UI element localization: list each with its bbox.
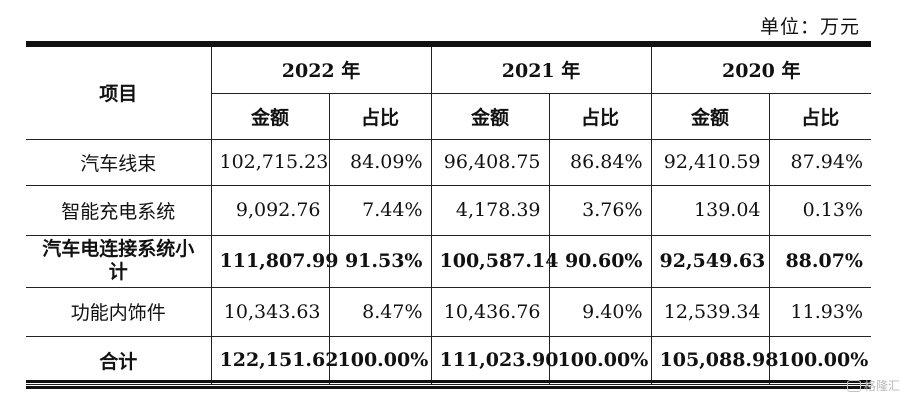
table-body: 汽车线束 102,715.23 84.09% 96,408.75 86.84% 92,41…	[26, 139, 871, 385]
header-amount: 金额	[650, 92, 770, 140]
amount-cell: 139.04	[650, 184, 770, 236]
table-row: 合计 122,151.62 100.00% 111,023.90 100.00% 105,…	[26, 335, 871, 385]
top-rule	[26, 41, 871, 47]
row-item-label: 汽车线束	[26, 139, 212, 186]
amount-cell: 92,410.59	[650, 139, 770, 186]
table-row: 汽车电连接系统小计 111,807.99 91.53% 100,587.14 90.60…	[26, 234, 871, 288]
bottom-rule	[26, 380, 871, 383]
header-amount: 金额	[211, 92, 330, 140]
watermark-text: 格隆汇	[863, 379, 900, 393]
amount-cell: 12,539.34	[650, 286, 770, 337]
table-row: 智能充电系统 9,092.76 7.44% 4,178.39 3.76% 139.04 0.…	[26, 184, 871, 236]
ratio-cell: 11.93%	[768, 286, 871, 337]
amount-cell: 111,807.99	[210, 234, 339, 288]
amount-cell: 111,023.90	[430, 335, 559, 385]
amount-cell: 10,436.76	[430, 286, 550, 337]
amount-cell: 9,092.76	[210, 184, 330, 236]
header-row-metrics: 金额 占比 金额 占比 金额 占比	[26, 92, 871, 140]
amount-cell: 102,715.23	[210, 139, 330, 186]
revenue-table: 项目 2022 年 2021 年 2020 年 金额 占比 金额 占比 金额 占…	[26, 47, 871, 385]
ratio-cell: 100.00%	[328, 335, 432, 385]
ratio-cell: 3.76%	[548, 184, 652, 236]
ratio-cell: 7.44%	[328, 184, 432, 236]
ratio-cell: 86.84%	[548, 139, 652, 186]
header-ratio: 占比	[548, 92, 652, 140]
table-row: 汽车线束 102,715.23 84.09% 96,408.75 86.84% 92,41…	[26, 139, 871, 186]
ratio-cell: 87.94%	[768, 139, 871, 186]
header-row-years: 项目 2022 年 2021 年 2020 年	[26, 47, 871, 140]
ratio-cell: 100.00%	[548, 335, 652, 385]
amount-cell: 92,549.63	[650, 234, 770, 288]
header-year-2021: 2021 年	[430, 47, 652, 94]
header-ratio: 占比	[328, 92, 432, 140]
ratio-cell: 84.09%	[328, 139, 432, 186]
header-item: 项目	[26, 47, 212, 140]
ratio-cell: 8.47%	[328, 286, 432, 337]
amount-cell: 96,408.75	[430, 139, 550, 186]
amount-cell: 4,178.39	[430, 184, 550, 236]
row-item-label: 功能内饰件	[26, 286, 212, 337]
amount-cell: 100,587.14	[430, 234, 559, 288]
amount-cell: 105,088.98	[650, 335, 779, 385]
ratio-cell: 91.53%	[328, 234, 432, 288]
table-row: 功能内饰件 10,343.63 8.47% 10,436.76 9.40% 12,539.…	[26, 286, 871, 337]
header-year-2020: 2020 年	[650, 47, 871, 94]
header-ratio: 占比	[768, 92, 871, 140]
ratio-cell: 100.00%	[768, 335, 871, 385]
ratio-cell: 9.40%	[548, 286, 652, 337]
amount-cell: 10,343.63	[210, 286, 330, 337]
bottom-rule	[26, 386, 871, 389]
watermark: 格隆汇	[846, 377, 900, 394]
amount-cell: 122,151.62	[210, 335, 339, 385]
watermark-logo-icon	[846, 379, 861, 392]
ratio-cell: 90.60%	[548, 234, 652, 288]
unit-label: 单位：万元	[759, 16, 860, 38]
header-year-2022: 2022 年	[210, 47, 432, 94]
row-item-label: 智能充电系统	[26, 184, 212, 236]
row-item-label: 汽车电连接系统小计	[26, 234, 212, 288]
row-item-label: 合计	[26, 335, 212, 385]
ratio-cell: 88.07%	[768, 234, 871, 288]
header-amount: 金额	[430, 92, 550, 140]
ratio-cell: 0.13%	[768, 184, 871, 236]
